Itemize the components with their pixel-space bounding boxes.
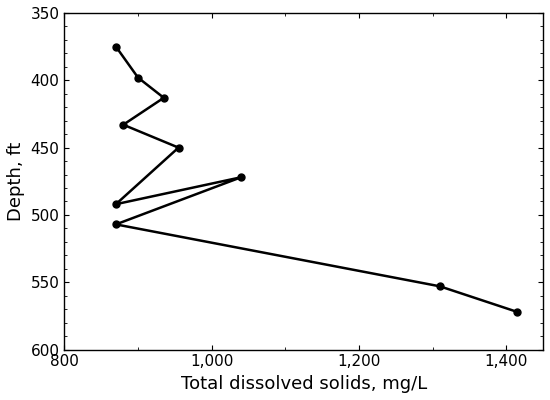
Y-axis label: Depth, ft: Depth, ft	[7, 142, 25, 221]
X-axis label: Total dissolved solids, mg/L: Total dissolved solids, mg/L	[180, 375, 427, 393]
